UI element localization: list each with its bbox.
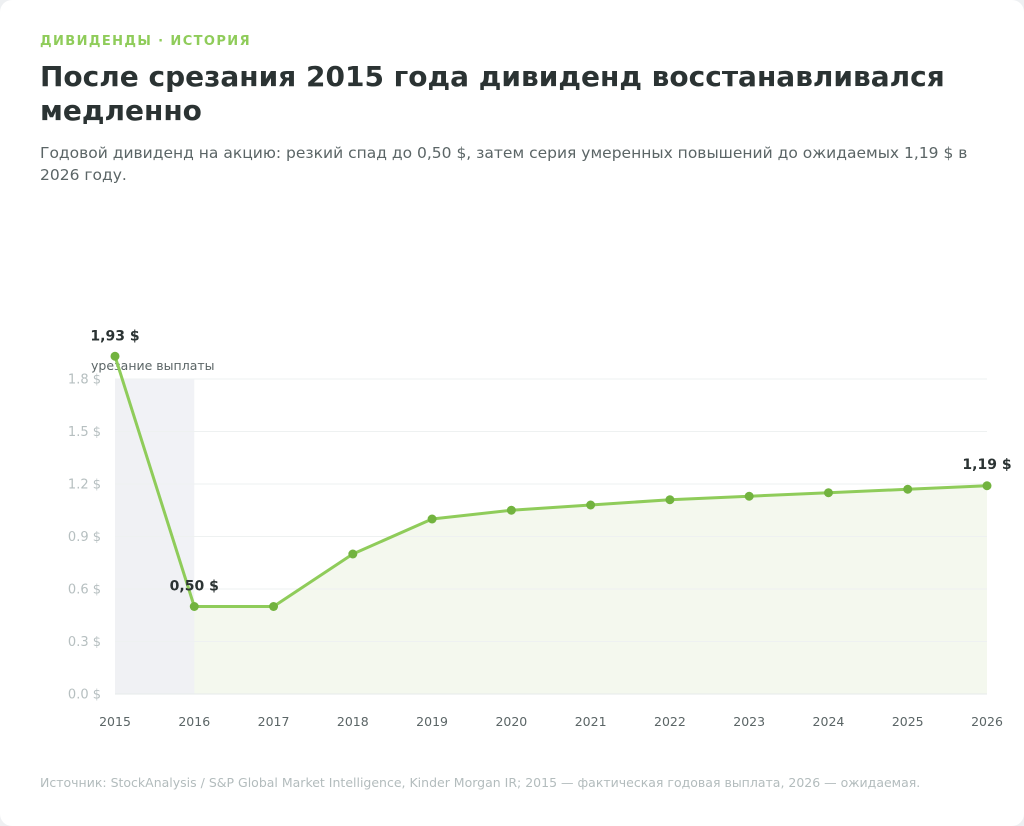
x-tick-label: 2023 (733, 714, 765, 729)
dividend-line-chart: 0.0 $ 0.3 $ 0.6 $ 0.9 $ 1.2 $ 1.5 $ 1.8 $ 2015 2… (68, 328, 1012, 729)
data-point (903, 484, 913, 494)
x-tick-label: 2022 (654, 714, 686, 729)
x-tick-label: 2016 (178, 714, 210, 729)
x-tick-label: 2018 (337, 714, 369, 729)
source-note: Источник: StockAnalysis / S&P Global Mar… (40, 775, 921, 790)
y-tick-label: 1.5 $ (68, 425, 101, 440)
data-point (110, 351, 120, 361)
data-label: 1,93 $ (90, 328, 139, 344)
chart-title: После срезания 2015 года дивиденд восста… (40, 60, 945, 127)
data-label: 1,19 $ (962, 457, 1011, 473)
data-point (665, 495, 675, 505)
y-tick-label: 1.2 $ (68, 478, 101, 493)
data-point (427, 514, 437, 524)
y-tick-label: 1.8 $ (68, 373, 101, 388)
x-tick-label: 2019 (416, 714, 448, 729)
x-tick-label: 2025 (892, 714, 924, 729)
x-tick-label: 2015 (99, 714, 131, 729)
y-tick-label: 0.6 $ (68, 583, 101, 598)
y-tick-label: 0.3 $ (68, 635, 101, 650)
series-line (113, 354, 989, 608)
kicker: ДИВИДЕНДЫ · ИСТОРИЯ (40, 34, 251, 49)
data-label: 0,50 $ (170, 579, 219, 595)
data-point (269, 602, 279, 611)
x-tick-label: 2024 (813, 714, 845, 729)
data-point (348, 549, 358, 559)
chart-subtitle: Годовой дивиденд на акцию: резкий спад д… (40, 144, 968, 184)
data-point (189, 602, 199, 611)
data-point (982, 481, 992, 491)
y-tick-label: 0.9 $ (68, 530, 101, 545)
data-point (744, 491, 754, 501)
data-point (506, 505, 516, 515)
y-tick-label: 0.0 $ (68, 688, 101, 703)
annotation-label: урезание выплаты (91, 358, 215, 373)
data-point (586, 500, 596, 510)
area-fill (115, 379, 987, 694)
data-point (823, 488, 833, 498)
x-tick-label: 2026 (971, 714, 1003, 729)
x-tick-label: 2017 (258, 714, 290, 729)
x-tick-label: 2020 (495, 714, 527, 729)
x-tick-label: 2021 (575, 714, 607, 729)
